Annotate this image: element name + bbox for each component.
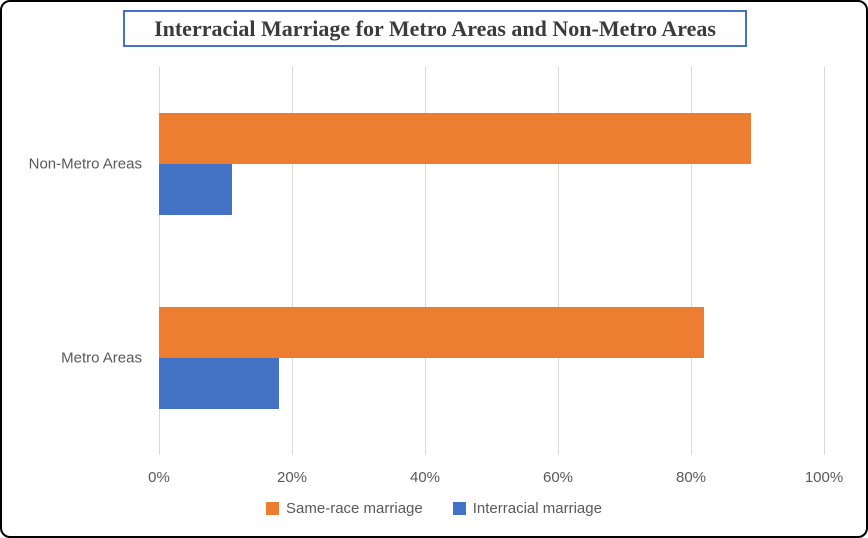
legend-label-same-race-marriage: Same-race marriage	[286, 500, 423, 517]
x-tick-label-100%: 100%	[804, 469, 844, 486]
x-tick-label-20%: 20%	[276, 469, 308, 486]
x-tick-label-0%: 0%	[148, 469, 170, 486]
plot-area	[159, 67, 825, 455]
chart-title: Interracial Marriage for Metro Areas and…	[154, 15, 716, 41]
category-label-non-metro-areas: Non-Metro Areas	[28, 155, 142, 173]
legend-swatch-same-race-marriage	[266, 502, 280, 515]
x-tick-label-60%: 60%	[542, 469, 574, 486]
legend-swatch-interracial-marriage	[452, 502, 466, 515]
legend-entry-interracial-marriage: Interracial marriage	[452, 500, 602, 517]
gridline-0%	[159, 67, 160, 455]
gridline-60%	[558, 67, 559, 455]
x-axis: 0% 20% 40% 60% 80% 100%	[148, 469, 843, 489]
legend: Same-race marriage Interracial marriage	[0, 500, 868, 517]
bar-metro-areas-same-race-marriage	[159, 307, 705, 358]
x-tick-label-40%: 40%	[409, 469, 441, 486]
chart-title-box: Interracial Marriage for Metro Areas and…	[123, 10, 747, 47]
legend-label-interracial-marriage: Interracial marriage	[472, 500, 602, 517]
gridline-100%	[824, 67, 825, 455]
category-axis: Non-Metro Areas Metro Areas	[0, 67, 150, 455]
category-label-metro-areas: Metro Areas	[61, 349, 142, 367]
legend-entry-same-race-marriage: Same-race marriage	[266, 500, 423, 517]
gridline-20%	[292, 67, 293, 455]
bar-non-metro-areas-interracial-marriage	[159, 164, 233, 215]
gridline-40%	[425, 67, 426, 455]
x-tick-label-80%: 80%	[675, 469, 707, 486]
gridline-80%	[691, 67, 692, 455]
bar-non-metro-areas-same-race-marriage	[159, 113, 751, 164]
bar-metro-areas-interracial-marriage	[159, 358, 279, 409]
